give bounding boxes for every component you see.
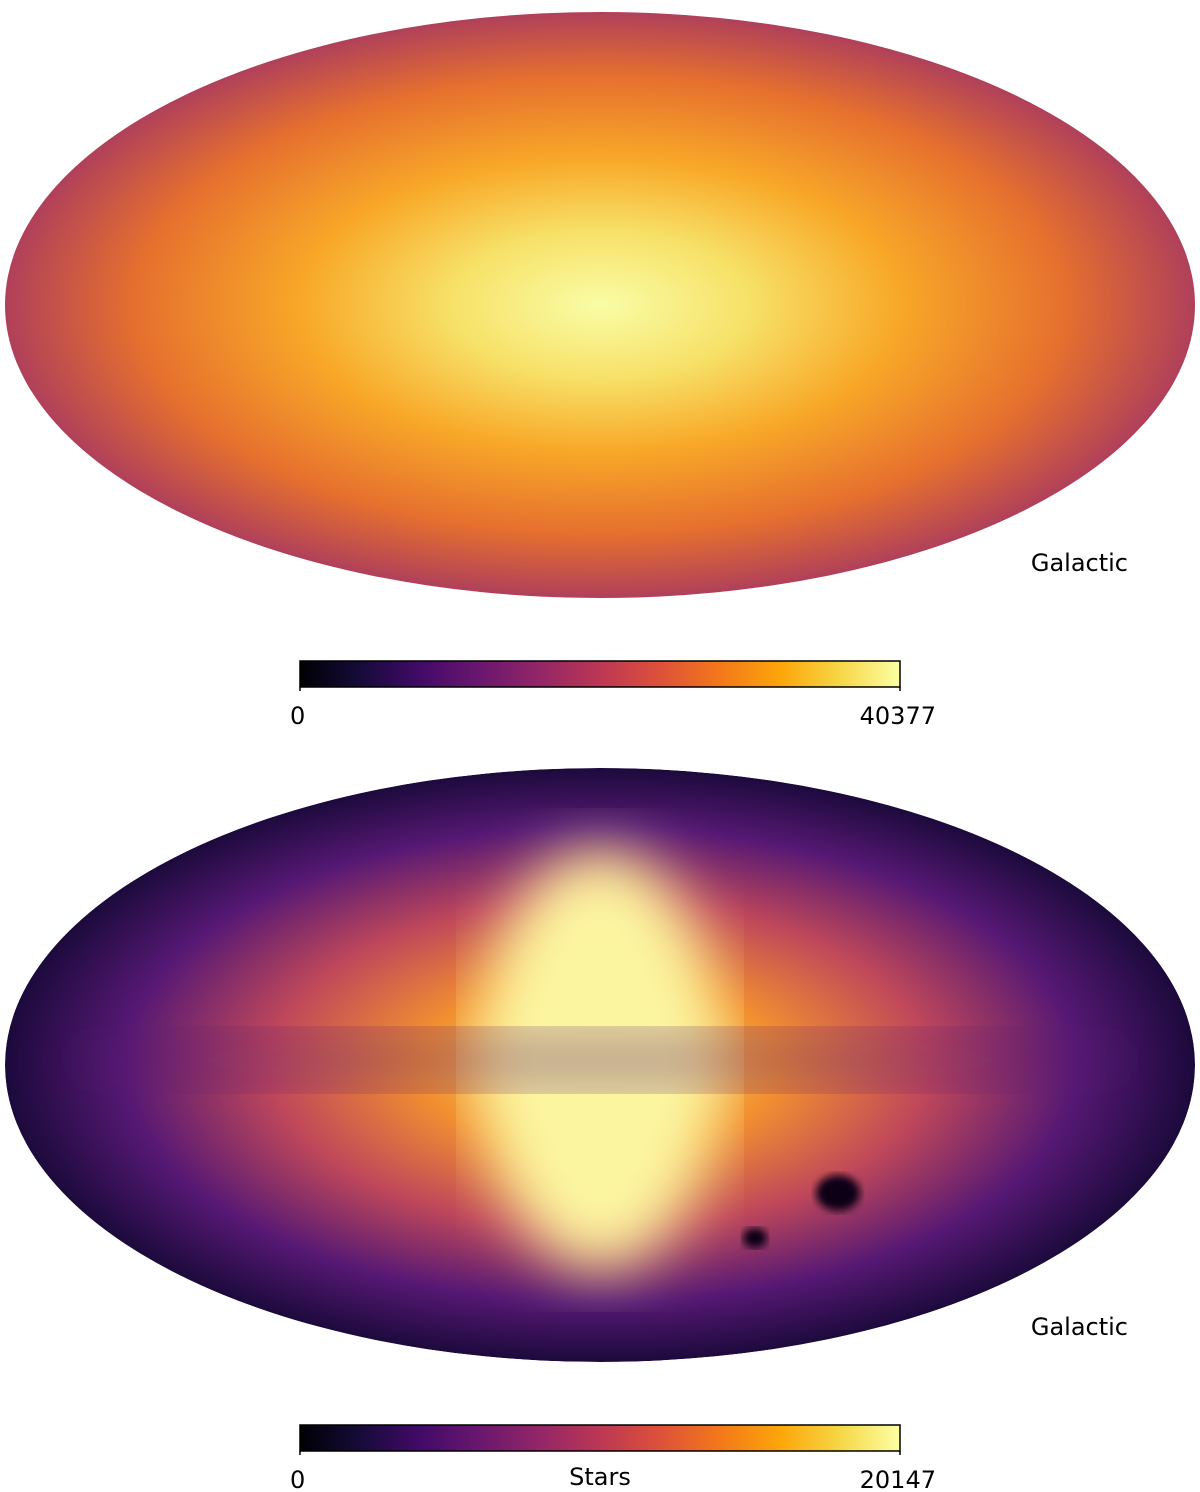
- colorbar-label: Stars: [569, 1463, 631, 1491]
- sky-map: [5, 12, 1195, 598]
- map-panel: [5, 768, 1195, 1362]
- coord-label: Galactic: [1031, 1313, 1128, 1341]
- colorbar-tick-label: 20147: [860, 1466, 936, 1492]
- dark-spot: [743, 1228, 767, 1248]
- map-panel: [5, 12, 1195, 598]
- colorbar-tick-label: 40377: [860, 702, 936, 730]
- dust-lane: [40, 1032, 1160, 1088]
- colorbar-tick-label: 0: [290, 1466, 305, 1492]
- colorbar: [299, 660, 901, 688]
- dark-spot: [816, 1175, 860, 1211]
- coord-label: Galactic: [1031, 549, 1128, 577]
- colorbar-tick-label: 0: [290, 702, 305, 730]
- colorbar: [299, 1424, 901, 1452]
